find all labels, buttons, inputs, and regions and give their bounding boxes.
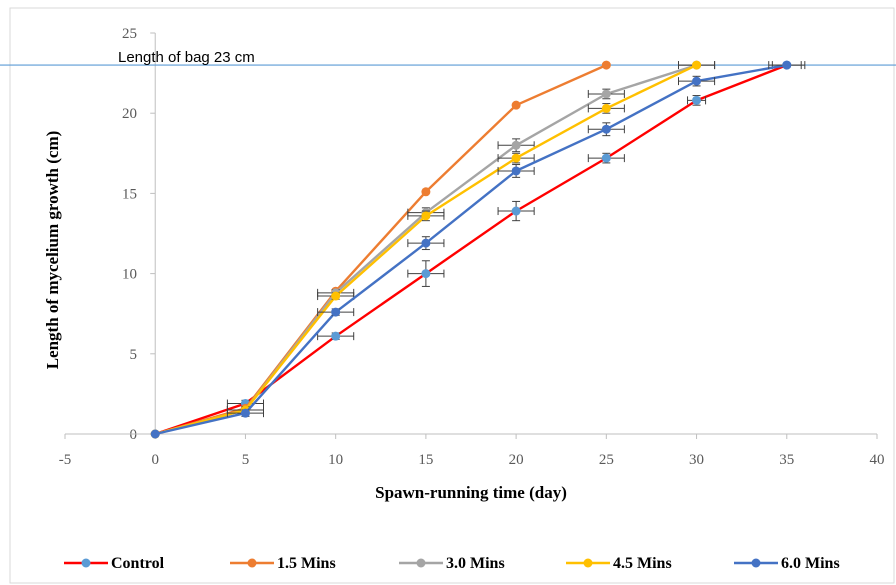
data-point (601, 89, 611, 99)
legend-swatch-marker (583, 558, 593, 568)
legend-label: 6.0 Mins (781, 555, 840, 572)
y-tick-label: 10 (122, 267, 137, 283)
legend-swatch-marker (751, 558, 761, 568)
data-point (511, 166, 521, 176)
y-tick-label: 5 (130, 347, 138, 363)
reference-line-label: Length of bag 23 cm (118, 49, 255, 66)
x-tick-labels: -5 0 5 10 15 20 25 30 35 40 (59, 452, 885, 468)
data-point (511, 100, 521, 110)
series-group (150, 60, 806, 439)
y-tick-label: 20 (122, 106, 137, 122)
data-point (421, 269, 431, 279)
data-point (782, 60, 792, 70)
legend-item: 1.5 Mins (230, 555, 336, 572)
x-tick-label: 10 (328, 452, 343, 468)
data-point (511, 153, 521, 163)
x-tick-label: 20 (509, 452, 524, 468)
data-point (601, 124, 611, 134)
data-point (601, 103, 611, 113)
y-tick-labels: 0 5 10 15 20 25 (122, 26, 137, 443)
legend-swatch-marker (81, 558, 91, 568)
data-point (601, 60, 611, 70)
y-tick-label: 25 (122, 26, 137, 42)
chart-frame (9, 7, 895, 584)
x-tick-label: 35 (779, 452, 794, 468)
legend-swatch-marker (416, 558, 426, 568)
legend-item: 4.5 Mins (566, 555, 672, 572)
data-point (692, 60, 702, 70)
x-tick-label: 0 (151, 452, 159, 468)
legend-label: 4.5 Mins (613, 555, 672, 572)
data-point (511, 206, 521, 216)
x-tick-label: 15 (418, 452, 433, 468)
x-tick-label: 25 (599, 452, 614, 468)
x-tick-label: 40 (870, 452, 885, 468)
data-point (692, 76, 702, 86)
legend-label: Control (111, 555, 165, 572)
data-point (421, 211, 431, 221)
legend: Control 1.5 Mins 3.0 Mins 4.5 Mins 6.0 Mins (64, 555, 840, 572)
legend-swatch-marker (247, 558, 257, 568)
legend-item: Control (64, 555, 165, 572)
series-6-0-mins (150, 60, 806, 439)
data-point (421, 187, 431, 197)
data-point (692, 95, 702, 105)
series-line (154, 64, 607, 436)
data-point (331, 331, 341, 341)
legend-label: 1.5 Mins (277, 555, 336, 572)
legend-item: 3.0 Mins (399, 555, 505, 572)
y-axis-title: Length of mycelium growth (cm) (43, 131, 62, 370)
x-tick-label: 30 (689, 452, 704, 468)
data-point (150, 429, 160, 439)
y-tick-label: 15 (122, 186, 137, 202)
y-tick-label: 0 (130, 427, 138, 443)
legend-label: 3.0 Mins (446, 555, 505, 572)
data-point (331, 291, 341, 301)
x-axis-title: Spawn-running time (day) (375, 483, 567, 502)
data-point (601, 153, 611, 163)
x-tick-label: 5 (242, 452, 250, 468)
x-tick-label: -5 (59, 452, 72, 468)
data-point (331, 307, 341, 317)
legend-item: 6.0 Mins (734, 555, 840, 572)
series-line (154, 63, 788, 436)
data-point (240, 408, 250, 418)
data-point (421, 238, 431, 248)
data-point (511, 140, 521, 150)
